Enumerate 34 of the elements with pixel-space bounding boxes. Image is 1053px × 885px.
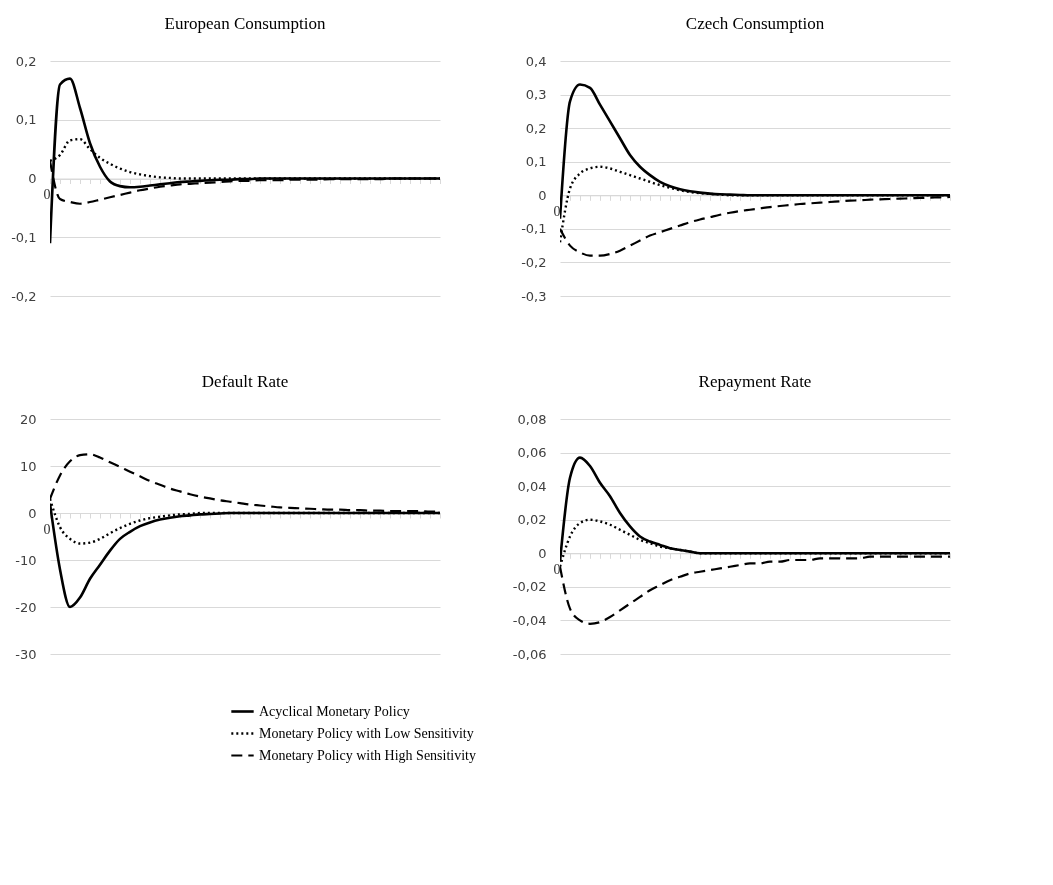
y-tick-label: -0,2 [11, 288, 37, 304]
y-tick-label: -0,02 [512, 579, 547, 595]
y-tick-label: -0,3 [521, 288, 547, 304]
y-tick-label: -0,2 [521, 254, 547, 270]
y-tick-label: -10 [15, 552, 37, 568]
y-tick-label: 0,4 [525, 53, 547, 69]
y-tick-label: 0,04 [517, 478, 547, 494]
y-tick-label: 0 [538, 187, 547, 203]
y-tick-label: -0,06 [512, 646, 547, 662]
legend-label: Acyclical Monetary Policy [259, 703, 410, 719]
y-tick-label: 0,3 [525, 87, 547, 103]
y-tick-label: 0,1 [15, 112, 37, 128]
y-tick-label: 0,06 [517, 445, 547, 461]
y-tick-label: 0,1 [525, 154, 547, 170]
y-tick-label: 0 [28, 505, 37, 521]
y-tick-label: 20 [19, 411, 37, 427]
legend-label: Monetary Policy with Low Sensitivity [259, 725, 474, 741]
y-tick-label: 0,02 [517, 512, 547, 528]
y-tick-label: -0,1 [11, 229, 37, 245]
y-tick-label: 0,08 [517, 411, 547, 427]
chart-title: Repayment Rate [698, 372, 812, 391]
y-tick-label: -20 [15, 599, 37, 615]
y-tick-label: 0 [28, 171, 37, 186]
y-tick-label: -30 [15, 646, 37, 662]
y-tick-label: -0,1 [521, 221, 547, 237]
chart-title: Default Rate [201, 372, 289, 391]
legend-label: Monetary Policy with High Sensitivity [259, 747, 476, 763]
y-tick-label: 0,2 [525, 120, 547, 136]
chart-title: European Consumption [164, 14, 326, 33]
y-tick-label: 10 [19, 458, 37, 474]
chart-title: Czech Consumption [685, 14, 825, 33]
y-tick-label: -0,04 [512, 612, 547, 628]
y-tick-label: 0,2 [15, 53, 37, 69]
y-tick-label: 0 [538, 545, 547, 561]
